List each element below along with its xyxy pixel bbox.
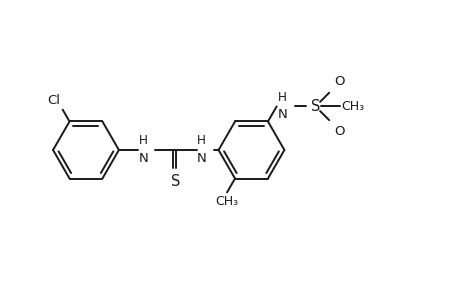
Text: H: H	[277, 91, 286, 104]
Text: H: H	[196, 134, 206, 147]
Text: N: N	[196, 152, 207, 165]
Text: O: O	[333, 75, 343, 88]
Text: CH₃: CH₃	[215, 195, 238, 208]
Text: S: S	[310, 99, 319, 114]
Text: S: S	[171, 174, 180, 189]
Text: O: O	[333, 125, 343, 138]
Text: N: N	[138, 152, 148, 165]
Text: Cl: Cl	[47, 94, 60, 107]
Text: N: N	[277, 108, 287, 121]
Text: H: H	[138, 134, 147, 147]
Text: CH₃: CH₃	[341, 100, 364, 113]
